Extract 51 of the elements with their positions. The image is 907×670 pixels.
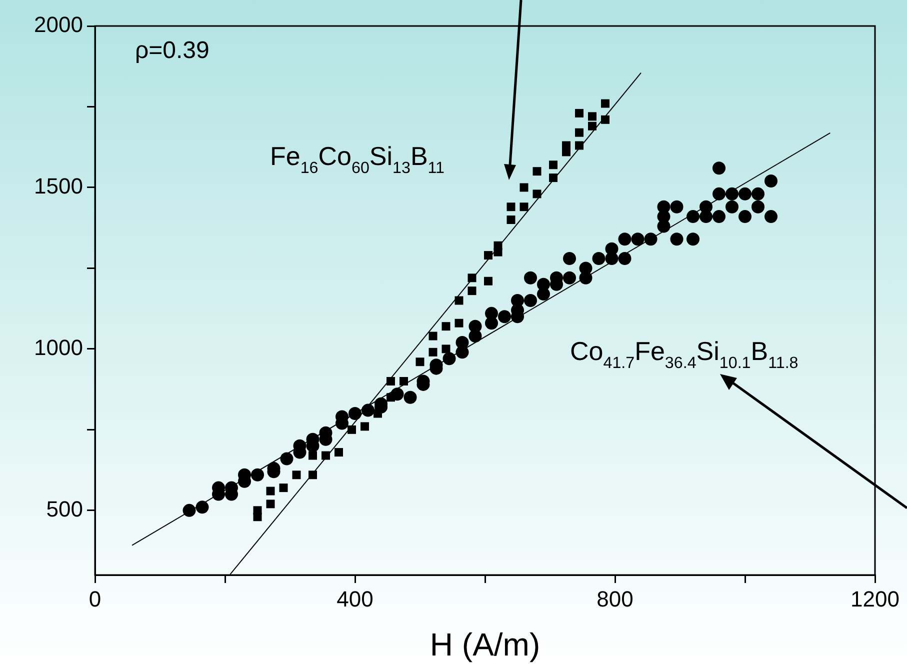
point <box>520 202 528 212</box>
point <box>334 448 343 457</box>
point <box>575 108 584 118</box>
point <box>279 484 288 492</box>
x-tick-label: 1200 <box>850 586 900 612</box>
x-tick-label: 0 <box>88 586 102 612</box>
point <box>494 248 502 256</box>
point <box>468 274 476 282</box>
point <box>532 167 542 176</box>
point <box>601 115 610 124</box>
point <box>468 286 476 296</box>
point <box>454 318 464 328</box>
point <box>308 451 317 460</box>
point <box>253 512 262 522</box>
point <box>400 376 408 386</box>
x-axis-title: H (A/m) <box>430 626 540 663</box>
point <box>428 348 438 356</box>
point <box>266 500 275 508</box>
point <box>575 128 584 137</box>
x-tick-label: 400 <box>336 586 374 612</box>
point <box>348 425 356 434</box>
point <box>416 358 424 366</box>
point <box>549 174 558 182</box>
y-tick-label: 500 <box>46 496 83 522</box>
point <box>549 160 558 170</box>
y-tick-label: 2000 <box>34 12 83 38</box>
point <box>360 422 369 431</box>
point <box>428 332 438 340</box>
y-tick-label: 1000 <box>34 335 83 360</box>
point <box>266 486 275 496</box>
point <box>292 470 301 480</box>
point <box>322 451 330 460</box>
x-tick-label: 800 <box>596 586 634 612</box>
point <box>506 216 516 224</box>
point <box>532 190 542 198</box>
point <box>484 251 492 260</box>
point <box>308 470 317 480</box>
point <box>601 99 610 108</box>
point <box>506 202 516 212</box>
point <box>484 276 492 286</box>
y-tick-label: 1500 <box>34 174 83 199</box>
point <box>374 409 382 418</box>
point <box>442 344 450 354</box>
point <box>386 393 395 402</box>
point <box>520 183 528 192</box>
point <box>386 376 395 386</box>
point <box>575 141 584 150</box>
annotation: ρ=0.39 <box>135 37 210 64</box>
point <box>442 322 450 331</box>
point <box>588 122 596 130</box>
point <box>588 112 596 121</box>
